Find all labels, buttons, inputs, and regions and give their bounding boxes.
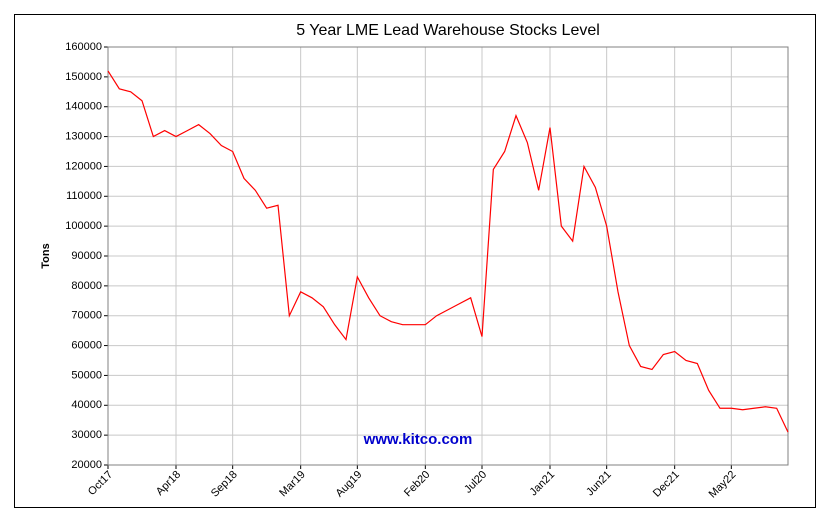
y-tick-label: 50000	[71, 369, 102, 381]
y-tick-label: 20000	[71, 459, 102, 471]
y-tick-label: 90000	[71, 250, 102, 262]
chart-title: 5 Year LME Lead Warehouse Stocks Level	[296, 22, 600, 39]
plot-border	[107, 46, 789, 466]
y-tick-label: 100000	[65, 220, 102, 232]
y-tick-label: 140000	[65, 101, 102, 113]
y-tick-label: 160000	[65, 41, 102, 53]
y-tick-label: 120000	[65, 160, 102, 172]
y-tick-label: 110000	[66, 190, 102, 202]
watermark: www.kitco.com	[363, 431, 473, 448]
y-tick-label: 150000	[65, 71, 102, 83]
y-tick-label: 40000	[71, 399, 102, 411]
y-tick-label: 130000	[65, 130, 102, 142]
y-tick-label: 60000	[71, 339, 102, 351]
y-tick-label: 70000	[71, 310, 102, 322]
y-tick-label: 80000	[71, 280, 102, 292]
data-line	[107, 70, 789, 433]
y-tick-label: 30000	[71, 429, 102, 441]
y-axis-label: Tons	[40, 243, 52, 268]
